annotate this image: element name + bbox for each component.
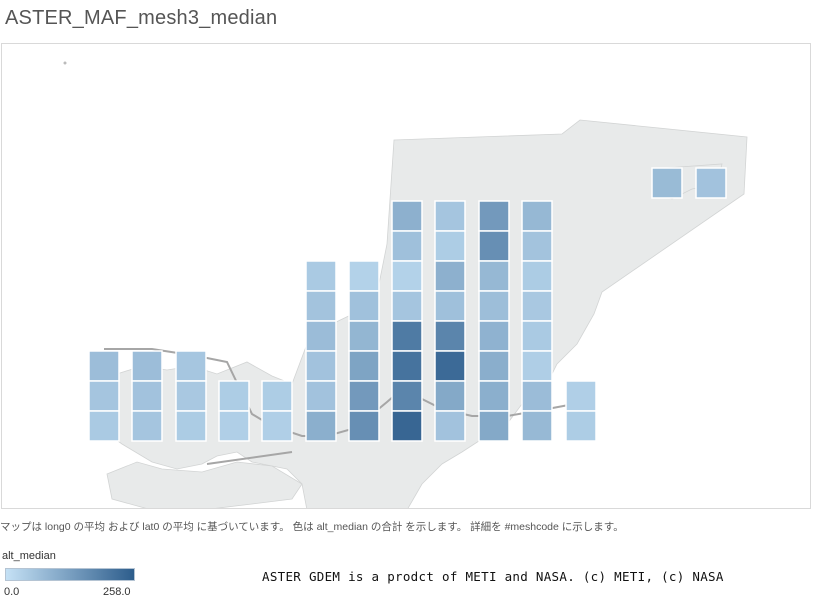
- mesh-tile[interactable]: [348, 410, 380, 442]
- mesh-tile[interactable]: [391, 320, 423, 352]
- legend-max-label: 258.0: [103, 586, 131, 598]
- mesh-tiles[interactable]: [88, 167, 727, 442]
- mesh-tile[interactable]: [305, 320, 337, 352]
- mesh-tile[interactable]: [478, 320, 510, 352]
- mesh-tile[interactable]: [695, 167, 727, 199]
- mesh-tile[interactable]: [434, 200, 466, 232]
- mesh-tile[interactable]: [565, 380, 597, 412]
- mesh-tile[interactable]: [391, 260, 423, 292]
- mesh-tile[interactable]: [478, 200, 510, 232]
- mesh-tile[interactable]: [434, 410, 466, 442]
- mesh-tile[interactable]: [434, 350, 466, 382]
- mesh-tile[interactable]: [434, 230, 466, 262]
- mesh-tile[interactable]: [521, 350, 553, 382]
- mesh-tile[interactable]: [175, 410, 207, 442]
- map-view[interactable]: [1, 43, 811, 509]
- map-title: ASTER_MAF_mesh3_median: [5, 7, 278, 29]
- mesh-tile[interactable]: [434, 380, 466, 412]
- attribution-text: ASTER GDEM is a prodct of METI and NASA.…: [262, 569, 724, 584]
- mesh-tile[interactable]: [305, 350, 337, 382]
- mesh-tile[interactable]: [391, 200, 423, 232]
- mesh-tile[interactable]: [131, 380, 163, 412]
- mesh-tile[interactable]: [218, 380, 250, 412]
- mesh-tile[interactable]: [651, 167, 683, 199]
- mesh-tile[interactable]: [434, 290, 466, 322]
- mesh-tile[interactable]: [261, 380, 293, 412]
- mesh-tile[interactable]: [88, 350, 120, 382]
- mesh-tile[interactable]: [521, 320, 553, 352]
- mesh-tile[interactable]: [348, 260, 380, 292]
- mesh-tile[interactable]: [478, 290, 510, 322]
- mesh-tile[interactable]: [478, 260, 510, 292]
- mesh-tile[interactable]: [305, 260, 337, 292]
- mesh-tile[interactable]: [521, 260, 553, 292]
- mesh-tile[interactable]: [261, 410, 293, 442]
- mesh-tile[interactable]: [305, 380, 337, 412]
- mesh-tile[interactable]: [521, 200, 553, 232]
- mesh-tile[interactable]: [478, 380, 510, 412]
- mesh-tile[interactable]: [175, 380, 207, 412]
- mesh-tile[interactable]: [305, 290, 337, 322]
- mesh-tile[interactable]: [521, 380, 553, 412]
- mesh-tile[interactable]: [521, 290, 553, 322]
- mesh-tile[interactable]: [478, 350, 510, 382]
- airport-runway: [206, 451, 293, 465]
- mesh-tile[interactable]: [218, 410, 250, 442]
- mesh-tile[interactable]: [391, 290, 423, 322]
- mesh-tile[interactable]: [88, 410, 120, 442]
- mesh-tile[interactable]: [434, 260, 466, 292]
- legend-min-label: 0.0: [4, 586, 20, 598]
- legend-color-ramp: [5, 568, 135, 581]
- legend-title: alt_median: [2, 550, 56, 562]
- map-caption: マップは long0 の平均 および lat0 の平均 に基づいています。 色は…: [0, 521, 624, 533]
- mesh-tile[interactable]: [88, 380, 120, 412]
- mesh-tile[interactable]: [391, 380, 423, 412]
- mesh-tile[interactable]: [348, 290, 380, 322]
- mesh-tile[interactable]: [348, 380, 380, 412]
- mesh-tile[interactable]: [391, 350, 423, 382]
- mesh-tile[interactable]: [131, 410, 163, 442]
- mesh-tile[interactable]: [131, 350, 163, 382]
- mesh-tile[interactable]: [565, 410, 597, 442]
- mesh-tile[interactable]: [478, 230, 510, 262]
- mesh-tile[interactable]: [478, 410, 510, 442]
- mesh-tile[interactable]: [348, 350, 380, 382]
- mesh-tile[interactable]: [305, 410, 337, 442]
- mesh-tile[interactable]: [521, 230, 553, 262]
- mesh-tile[interactable]: [434, 320, 466, 352]
- map-canvas[interactable]: [2, 44, 811, 509]
- map-dot: [63, 61, 67, 65]
- mesh-tile[interactable]: [348, 320, 380, 352]
- mesh-tile[interactable]: [391, 410, 423, 442]
- mesh-tile[interactable]: [391, 230, 423, 262]
- mesh-tile[interactable]: [521, 410, 553, 442]
- land-islet: [106, 461, 303, 508]
- mesh-tile[interactable]: [175, 350, 207, 382]
